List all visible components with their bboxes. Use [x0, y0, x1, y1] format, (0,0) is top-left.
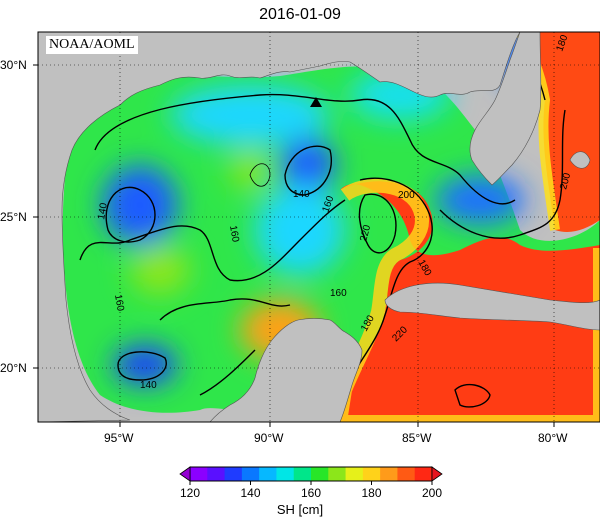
contour-label: 200 — [558, 171, 573, 190]
landmasses — [38, 32, 600, 422]
colorbar-swatch — [328, 467, 347, 481]
longitude-label: 90°W — [254, 431, 284, 445]
colorbar-swatch — [397, 467, 416, 481]
colorbar-swatch — [414, 467, 433, 481]
contour-label: 200 — [398, 190, 415, 201]
contour-label: 160 — [227, 225, 241, 244]
colorbar-label: SH [cm] — [276, 502, 324, 517]
longitude-label: 85°W — [402, 431, 432, 445]
colorbar-swatch — [207, 467, 226, 481]
colorbar-swatch — [293, 467, 312, 481]
map-area: 140 140 140 160 160 160 160 180 180 180 … — [38, 32, 600, 422]
colorbar-tick-label: 200 — [422, 486, 442, 500]
triangle-marker-icon — [310, 97, 322, 107]
map-frame — [37, 31, 600, 423]
colorbar-swatch — [276, 467, 295, 481]
colorbar-tick-label: 140 — [240, 486, 260, 500]
florida-land — [469, 32, 542, 186]
contour-label: 160 — [330, 288, 347, 299]
axis-ticks — [33, 64, 555, 427]
longitude-label: 95°W — [104, 431, 134, 445]
contour-label: 220 — [358, 223, 373, 242]
contour-label: 160 — [112, 294, 126, 313]
colorbar-swatch — [345, 467, 364, 481]
graticule — [38, 32, 600, 422]
latitude-label: 30°N — [0, 58, 27, 72]
colorbar-tick-label: 160 — [301, 486, 321, 500]
usa-coast-land — [38, 32, 521, 422]
colorbar-swatch — [224, 467, 243, 481]
latitude-label: 25°N — [0, 210, 27, 224]
colorbar-swatch — [362, 467, 381, 481]
colorbar-tick-label: 120 — [180, 486, 200, 500]
latitude-label: 20°N — [0, 361, 27, 375]
mexico-yucatan-land — [209, 318, 363, 422]
colorbar-min-arrow — [179, 466, 191, 482]
colorbar-swatch — [380, 467, 398, 481]
contour-lines — [79, 39, 566, 408]
colorbar-max-arrow — [431, 466, 443, 482]
colorbar-tick-label: 180 — [361, 486, 381, 500]
colorbar-swatch — [190, 467, 208, 481]
contour-label: 140 — [140, 380, 157, 391]
longitude-label: 80°W — [538, 431, 568, 445]
contour-label: 140 — [96, 202, 110, 221]
bahamas-land — [569, 151, 591, 169]
map-title: 2016-01-09 — [259, 6, 341, 23]
colorbar-swatch — [311, 467, 329, 481]
cuba-land — [384, 282, 600, 331]
credit-label: NOAA/AOML — [46, 36, 138, 54]
colorbar: 120 140 160 180 200 — [179, 466, 443, 500]
contour-label: 140 — [293, 189, 310, 200]
colorbar-swatch — [259, 467, 277, 481]
colorbar-swatch — [241, 467, 260, 481]
